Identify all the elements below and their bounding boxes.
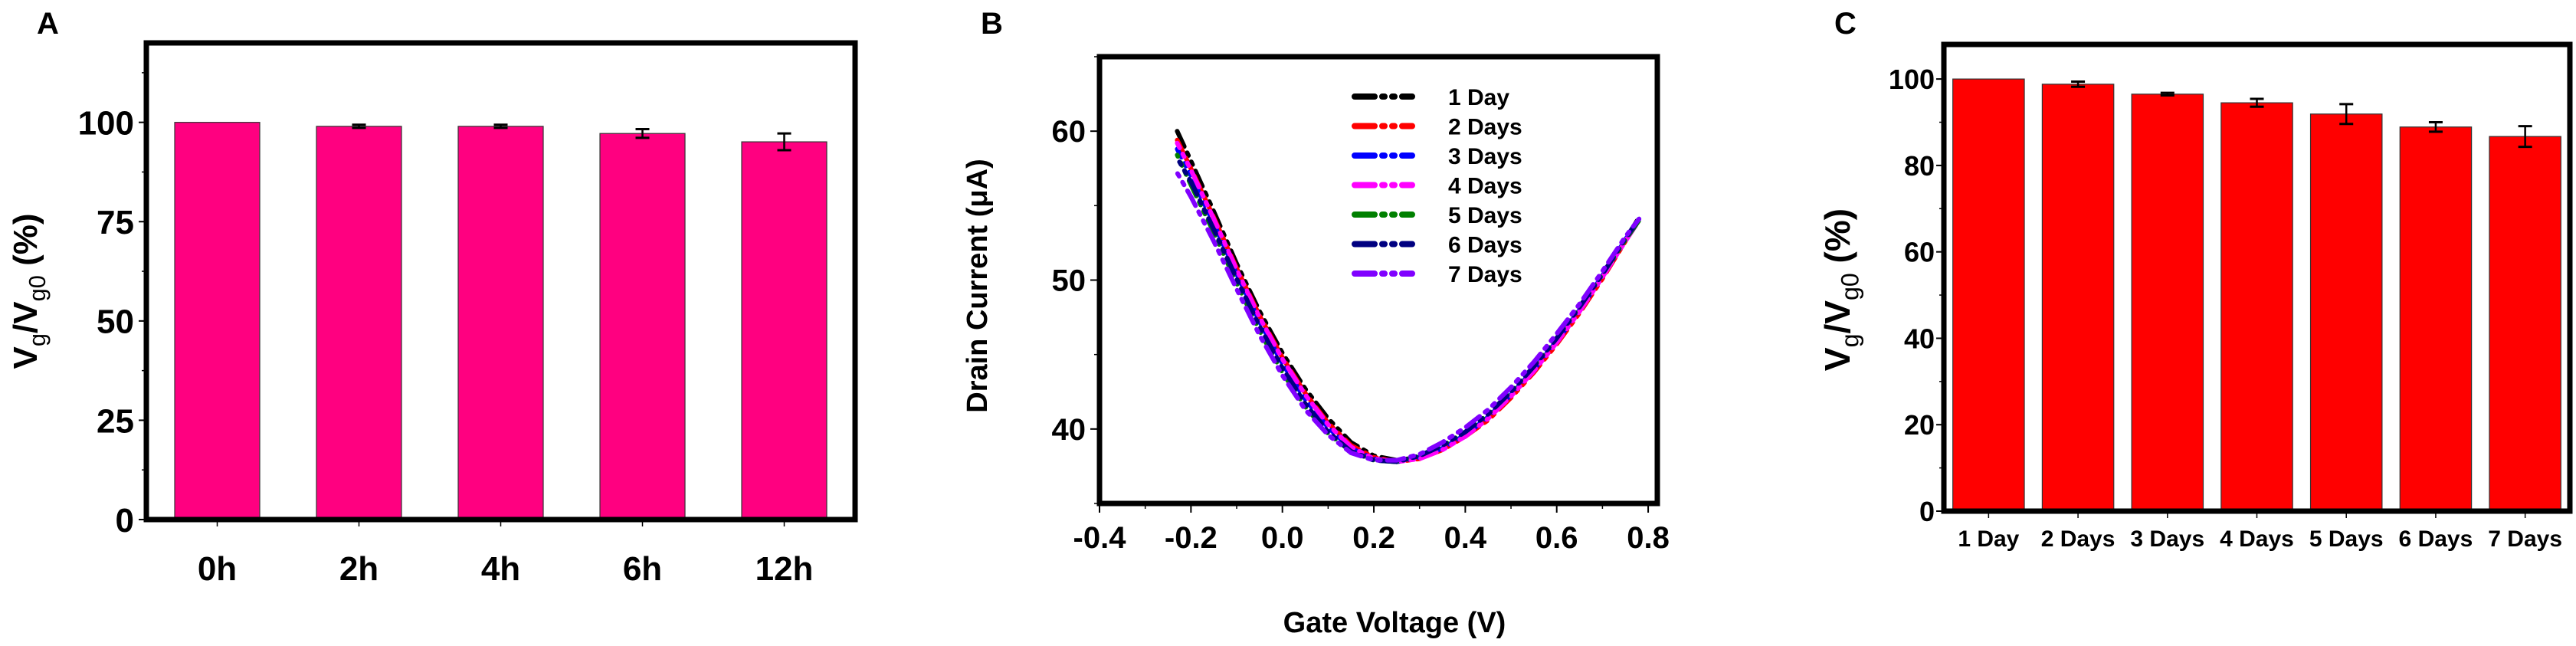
x-tick-label: 5 Days: [2309, 526, 2384, 552]
error-bar: [2428, 121, 2443, 133]
plot-frame: [143, 40, 858, 523]
panel-label-b: B: [981, 7, 1003, 41]
x-tick-label: 4 Days: [2220, 526, 2294, 552]
error-bar: [2071, 80, 2086, 88]
legend-label: 3 Days: [1448, 144, 1522, 169]
x-tick-label: 1 Day: [1958, 526, 2019, 552]
bar: [2309, 113, 2383, 512]
x-tick-label: 0.6: [1535, 521, 1578, 555]
legend: 1 Day 2 Days 3 Days 4 Days 5 Days 6 Days 7 Day…: [1352, 85, 1522, 287]
bar: [174, 122, 261, 520]
x-tick-label: 6h: [623, 550, 662, 588]
y-axis-label-part: g0: [24, 275, 51, 301]
panel-b-line-chart: -0.4 -0.2 0.0 0.2 0.4 0.6 0.8 40 50 60 1 Day 2 Days…: [962, 54, 1670, 639]
y-axis-label-part: (%): [1817, 208, 1857, 273]
x-tick-label: 12h: [755, 550, 814, 588]
x-axis-label: Gate Voltage (V): [1283, 607, 1506, 639]
x-tick-label: 2 Days: [2041, 526, 2116, 552]
x-tick-label: 2h: [339, 550, 379, 588]
y-tick-label: 40: [1904, 323, 1935, 354]
error-bar: [2339, 103, 2354, 126]
y-tick-label: 40: [1052, 413, 1086, 447]
plot-frame: [1941, 41, 2573, 514]
y-axis-label-part: V: [1817, 347, 1857, 371]
legend-item: 1 Day: [1352, 85, 1509, 110]
y-tick-label: 75: [97, 204, 134, 241]
legend-label: 7 Days: [1448, 262, 1522, 287]
series-line: [1175, 170, 1642, 463]
y-tick-label: 60: [1052, 115, 1086, 149]
y-tick-label: 80: [1904, 150, 1935, 182]
y-tick-label: 20: [1904, 409, 1935, 441]
x-tick-label: 0h: [198, 550, 237, 588]
x-tick-label: 0.0: [1261, 521, 1304, 555]
bar: [457, 126, 544, 520]
legend-item: 5 Days: [1352, 203, 1522, 228]
bar: [599, 133, 686, 520]
x-tick-label: 7 Days: [2488, 526, 2562, 552]
y-tick-label: 50: [1052, 264, 1086, 298]
legend-item: 7 Days: [1352, 262, 1522, 287]
x-tick-label: 4h: [481, 550, 520, 588]
x-tick-label: -0.2: [1165, 521, 1218, 555]
bar: [2489, 136, 2561, 512]
x-tick-label: 6 Days: [2399, 526, 2473, 552]
x-tick-label: -0.4: [1073, 521, 1127, 555]
x-tick-label: 3 Days: [2130, 526, 2204, 552]
legend-label: 5 Days: [1448, 203, 1522, 228]
y-tick-label: 25: [97, 402, 134, 440]
error-bar: [352, 123, 366, 130]
x-tick-label: 0.4: [1444, 521, 1487, 555]
legend-item: 3 Days: [1352, 144, 1522, 169]
bar: [2131, 93, 2204, 512]
error-bar: [2518, 125, 2532, 149]
y-axis-label-part: /V: [7, 301, 44, 333]
legend-label: 4 Days: [1448, 174, 1522, 199]
legend-item: 6 Days: [1352, 233, 1522, 258]
x-tick-label: 0.2: [1352, 521, 1395, 555]
error-bar: [2160, 91, 2175, 97]
y-tick-label: 0: [1919, 496, 1935, 527]
bar: [1952, 78, 2025, 512]
legend-item: 4 Days: [1352, 174, 1522, 199]
error-bar: [777, 132, 791, 152]
y-tick-label: 60: [1904, 237, 1935, 268]
y-tick-label: 50: [97, 303, 134, 341]
y-axis-label-part: g0: [1837, 273, 1864, 300]
legend-label: 6 Days: [1448, 233, 1522, 258]
plot-frame: [1096, 54, 1660, 507]
panel-label-c: C: [1834, 7, 1857, 41]
error-bar: [635, 127, 650, 139]
y-axis-label-part: g: [24, 333, 51, 346]
panel-a-bar-chart: 0h 2h 4h 6h 12h 0 25 50 75 100 Vg/Vg0 (%): [7, 40, 858, 588]
panel-label-a: A: [37, 7, 59, 41]
y-axis-label: Vg/Vg0 (%): [7, 214, 51, 369]
y-axis-label: Vg/Vg0 (%): [1817, 208, 1864, 371]
panel-c-bar-chart: 1 Day 2 Days 3 Days 4 Days 5 Days 6 Days 7 Day…: [1817, 41, 2573, 552]
bar: [2399, 126, 2473, 512]
y-tick-label: 0: [116, 502, 134, 539]
y-axis-label-part: (%): [7, 214, 44, 276]
legend-label: 1 Day: [1448, 85, 1509, 110]
bar: [2220, 102, 2293, 512]
error-bar: [2250, 97, 2264, 108]
legend-label: 2 Days: [1448, 115, 1522, 140]
y-tick-label: 100: [78, 105, 134, 143]
series-line: [1175, 140, 1642, 464]
legend-item: 2 Days: [1352, 115, 1522, 140]
x-tick-label: 0.8: [1627, 521, 1670, 555]
bar: [2041, 84, 2115, 512]
y-tick-label: 100: [1889, 64, 1935, 95]
bar: [316, 126, 402, 520]
y-axis-label-part: /V: [1817, 300, 1857, 334]
y-axis-label-part: g: [1837, 334, 1864, 348]
y-axis-label: Drain Current (μA): [962, 159, 994, 412]
error-bar: [493, 123, 508, 130]
bar: [741, 141, 828, 520]
y-axis-label-part: V: [7, 346, 44, 369]
